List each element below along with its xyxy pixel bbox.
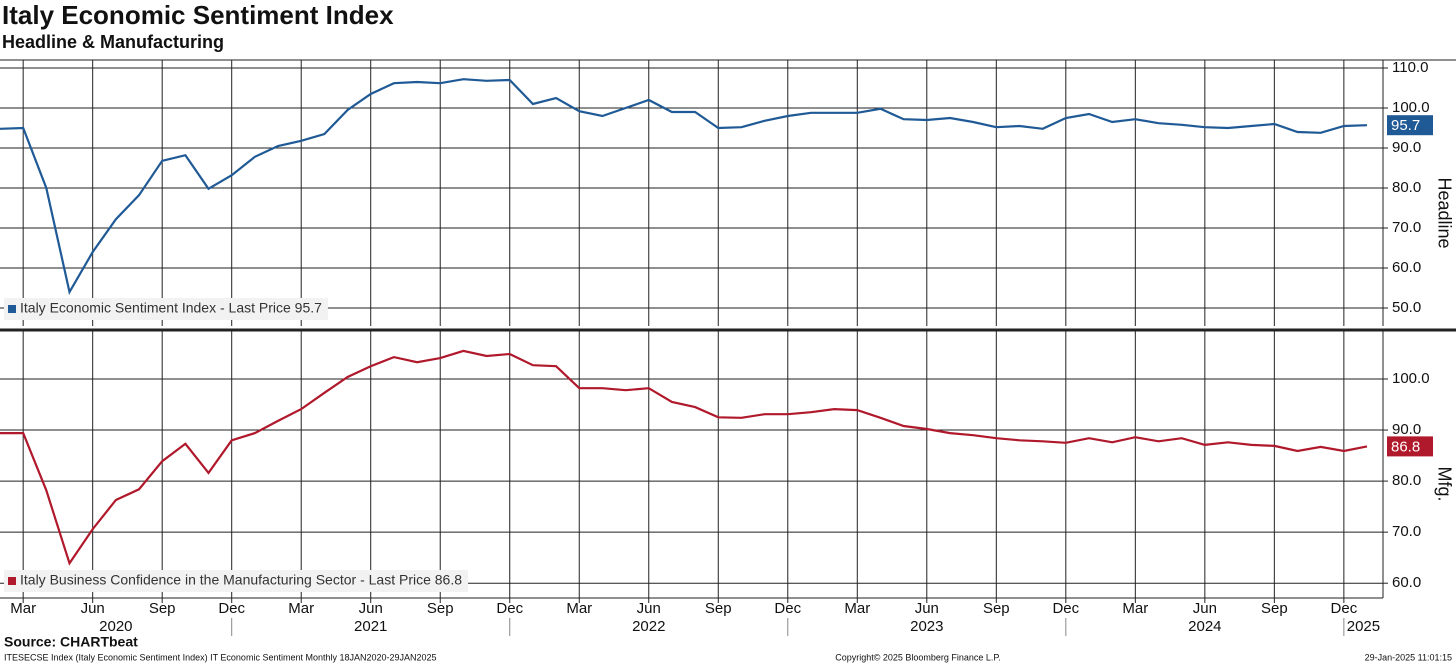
series-line — [0, 78, 1368, 295]
x-year-label: 2025 — [1347, 618, 1380, 635]
x-tick-label: Dec — [1331, 600, 1358, 617]
y-tick-label: 80.0 — [1392, 472, 1421, 489]
y-tick-label: 60.0 — [1392, 574, 1421, 591]
legend-swatch — [8, 577, 16, 585]
x-tick-label: Sep — [1261, 600, 1288, 617]
legend-label: Italy Business Confidence in the Manufac… — [20, 572, 462, 588]
x-year-label: 2022 — [632, 618, 665, 635]
footer-right: 29-Jan-2025 11:01:15 — [1365, 652, 1452, 662]
x-tick-label: Sep — [427, 600, 454, 617]
x-tick-label: Jun — [1193, 600, 1217, 617]
x-year-label: 2020 — [99, 618, 132, 635]
x-tick-label: Jun — [359, 600, 383, 617]
x-year-label: 2024 — [1188, 618, 1221, 635]
last-value-box — [1387, 115, 1433, 136]
legend-bg — [4, 570, 469, 592]
x-tick-label: Mar — [1122, 600, 1148, 617]
y-axis-title: Mfg. — [1434, 466, 1454, 501]
series-line — [0, 349, 1368, 566]
footer-left: ITESECSE Index (Italy Economic Sentiment… — [4, 652, 437, 662]
y-axis-title: Headline — [1434, 177, 1454, 248]
legend-label: Italy Economic Sentiment Index - Last Pr… — [20, 300, 322, 316]
y-tick-label: 100.0 — [1392, 99, 1430, 116]
x-tick-label: Mar — [566, 600, 592, 617]
last-value-label: 86.8 — [1391, 438, 1420, 455]
y-tick-label: 100.0 — [1392, 370, 1430, 387]
legend-swatch — [8, 305, 16, 313]
x-tick-label: Dec — [496, 600, 523, 617]
x-tick-label: Sep — [983, 600, 1010, 617]
x-tick-label: Mar — [844, 600, 870, 617]
x-year-label: 2023 — [910, 618, 943, 635]
y-tick-label: 70.0 — [1392, 523, 1421, 540]
y-tick-label: 70.0 — [1392, 219, 1421, 236]
last-value-box — [1387, 436, 1433, 457]
x-tick-label: Sep — [705, 600, 732, 617]
source: Source: CHARTbeat — [4, 634, 138, 650]
footer-center: Copyright© 2025 Bloomberg Finance L.P. — [835, 652, 1001, 662]
x-tick-label: Jun — [915, 600, 939, 617]
y-tick-label: 90.0 — [1392, 139, 1421, 156]
x-tick-label: Mar — [288, 600, 314, 617]
last-value-label: 95.7 — [1391, 117, 1420, 134]
x-tick-label: Jun — [81, 600, 105, 617]
y-tick-label: 60.0 — [1392, 259, 1421, 276]
chart-subtitle: Headline & Manufacturing — [2, 32, 224, 52]
x-tick-label: Jun — [637, 600, 661, 617]
x-tick-label: Dec — [774, 600, 801, 617]
x-tick-label: Sep — [149, 600, 176, 617]
chart-title: Italy Economic Sentiment Index — [2, 0, 394, 30]
y-tick-label: 110.0 — [1392, 59, 1428, 76]
x-year-label: 2021 — [354, 618, 387, 635]
legend-bg — [4, 298, 328, 320]
y-tick-label: 80.0 — [1392, 179, 1421, 196]
y-tick-label: 90.0 — [1392, 421, 1421, 438]
x-tick-label: Dec — [1052, 600, 1079, 617]
x-tick-label: Dec — [218, 600, 245, 617]
x-tick-label: Mar — [10, 600, 36, 617]
y-tick-label: 50.0 — [1392, 299, 1421, 316]
